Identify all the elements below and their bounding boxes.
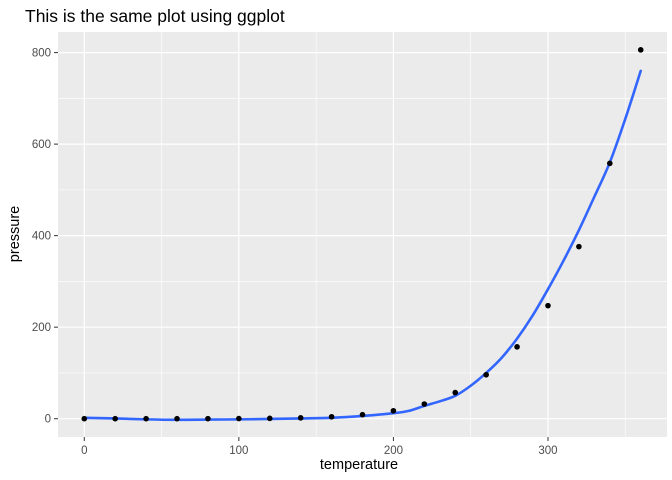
x-tick-label: 300: [538, 445, 557, 457]
data-point: [297, 415, 304, 421]
y-tick-label: 200: [32, 322, 51, 334]
x-axis: 0 100 200 300: [81, 437, 558, 457]
data-point: [328, 413, 335, 420]
y-tick-label: 0: [45, 414, 51, 426]
y-axis: 0 200 400 600 800: [32, 48, 58, 426]
data-point: [174, 415, 180, 422]
data-point: [236, 415, 242, 422]
y-tick-label: 800: [32, 48, 51, 60]
y-axis-title: pressure: [7, 206, 23, 262]
data-point: [359, 411, 366, 418]
x-tick-label: 0: [81, 445, 87, 457]
data-point: [205, 415, 211, 422]
chart-title: This is the same plot using ggplot: [25, 6, 285, 26]
data-point: [390, 407, 397, 414]
plot-panel: [58, 32, 667, 437]
data-point: [483, 371, 489, 378]
data-point: [637, 47, 644, 53]
grid-minor: [58, 32, 667, 437]
data-point: [514, 344, 520, 350]
data-point: [266, 415, 273, 422]
data-point: [421, 401, 428, 407]
y-tick-label: 600: [32, 139, 51, 151]
data-point: [576, 243, 582, 250]
points-layer: [81, 47, 644, 422]
x-tick-label: 200: [384, 445, 403, 457]
data-point: [143, 415, 149, 422]
data-point: [112, 415, 118, 422]
y-tick-label: 400: [32, 231, 51, 243]
x-axis-title: temperature: [320, 457, 398, 473]
data-point: [607, 160, 613, 167]
x-tick-label: 100: [229, 445, 248, 457]
data-point: [545, 302, 551, 309]
data-point: [452, 389, 459, 396]
smooth-line: [82, 69, 643, 422]
data-point: [81, 415, 88, 422]
grid-major: [58, 32, 667, 437]
